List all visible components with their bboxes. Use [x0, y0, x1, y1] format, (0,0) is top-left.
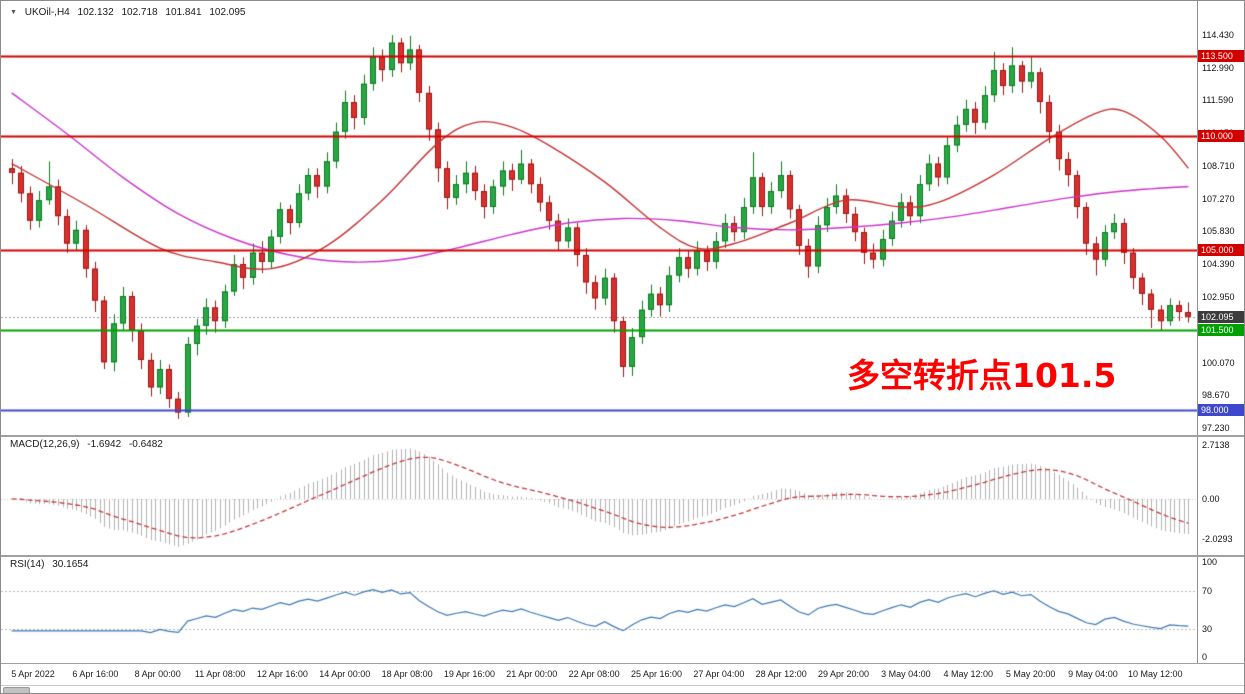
macd-axis-label: 2.7138	[1202, 440, 1230, 450]
time-axis-label: 3 May 04:00	[881, 669, 931, 679]
price-level-badge: 105.000	[1198, 244, 1244, 257]
time-axis-label: 29 Apr 20:00	[818, 669, 870, 679]
macd-signal-value: -0.6482	[128, 439, 163, 450]
macd-header: MACD(12,26,9) -1.6942 -0.6482	[10, 439, 168, 450]
rsi-axis-label: 100	[1202, 557, 1218, 567]
time-axis-label: 21 Apr 00:00	[506, 669, 558, 679]
time-axis-label: 6 Apr 16:00	[72, 669, 119, 679]
macd-chart-canvas[interactable]	[1, 437, 1197, 555]
time-axis-label: 22 Apr 08:00	[568, 669, 620, 679]
rsi-axis-label: 30	[1202, 623, 1213, 634]
time-axis-label: 18 Apr 08:00	[381, 669, 433, 679]
time-axis-label: 10 May 12:00	[1128, 669, 1183, 679]
price-level-badge: 110.000	[1198, 130, 1244, 143]
ohlc-open-value: 102.132	[77, 7, 114, 18]
rsi-label: RSI(14)	[10, 559, 45, 570]
price-axis-label: 97.230	[1202, 422, 1230, 433]
price-level-badge: 101.500	[1198, 324, 1244, 337]
time-axis-divider	[1, 663, 1244, 664]
panel-divider-rsi[interactable]	[1, 555, 1244, 557]
horizontal-scrollbar-thumb[interactable]	[3, 687, 30, 693]
time-axis-label: 9 May 04:00	[1068, 669, 1118, 679]
rsi-value: 30.1654	[52, 559, 89, 570]
macd-main-value: -1.6942	[87, 439, 122, 450]
time-axis-label: 5 Apr 2022	[11, 669, 55, 679]
time-axis-label: 4 May 12:00	[943, 669, 994, 679]
time-axis-label: 11 Apr 08:00	[194, 669, 246, 679]
price-axis-label: 108.710	[1202, 160, 1235, 171]
price-level-badge: 113.500	[1198, 50, 1244, 63]
price-axis-label: 104.390	[1202, 259, 1235, 270]
time-axis-label: 27 Apr 04:00	[693, 669, 745, 679]
rsi-chart-canvas[interactable]	[1, 557, 1197, 663]
time-axis-label: 14 Apr 00:00	[319, 669, 371, 679]
chart-annotation-text[interactable]: 多空转折点101.5	[847, 356, 1117, 395]
time-axis-label: 8 Apr 00:00	[134, 669, 181, 679]
price-axis-separator	[1197, 1, 1198, 663]
macd-label: MACD(12,26,9)	[10, 439, 80, 450]
price-axis-label: 100.070	[1202, 357, 1235, 368]
current-price-badge: 102.095	[1198, 310, 1244, 323]
price-axis-label: 111.590	[1202, 94, 1234, 105]
horizontal-scrollbar-track[interactable]	[1, 685, 1244, 693]
macd-axis-label: 0.00	[1202, 493, 1220, 504]
price-axis-label: 102.950	[1202, 292, 1235, 303]
macd-axis-label: -2.0293	[1202, 534, 1233, 545]
main-chart-canvas[interactable]	[1, 1, 1197, 435]
price-axis-label: 98.670	[1202, 389, 1230, 400]
price-axis-label: 114.430	[1202, 30, 1234, 41]
ohlc-low-value: 101.841	[165, 7, 202, 18]
symbol-info-bar: ▼ UKOil-,H4 102.132 102.718 101.841 102.…	[10, 7, 250, 18]
symbol-timeframe-label: UKOil-,H4	[24, 7, 70, 18]
time-axis-label: 25 Apr 16:00	[630, 669, 683, 679]
rsi-axis-label: 70	[1202, 585, 1213, 596]
rsi-header: RSI(14) 30.1654	[10, 559, 93, 570]
price-axis-label: 107.270	[1202, 193, 1235, 204]
price-axis-label: 105.830	[1202, 226, 1235, 237]
time-axis-label: 19 Apr 16:00	[443, 669, 495, 679]
price-axis-label: 112.990	[1202, 63, 1234, 73]
price-level-badge: 98.000	[1198, 404, 1244, 417]
rsi-axis-label: 0	[1202, 652, 1208, 662]
time-axis-label: 5 May 20:00	[1005, 669, 1056, 679]
ohlc-high-value: 102.718	[121, 7, 158, 18]
time-axis-label: 28 Apr 12:00	[755, 669, 807, 679]
panel-divider-macd[interactable]	[1, 435, 1244, 437]
chart-marker-icon: ▼	[10, 9, 17, 16]
ohlc-close-value: 102.095	[209, 7, 246, 18]
time-axis-label: 12 Apr 16:00	[256, 669, 308, 679]
